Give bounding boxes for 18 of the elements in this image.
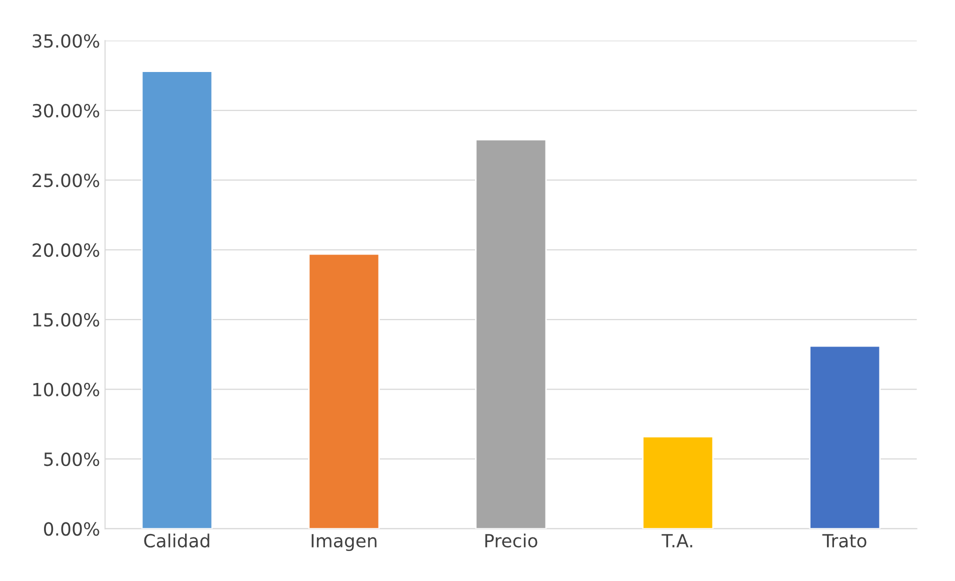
x-tick-label: Precio bbox=[485, 534, 538, 548]
x-tick-label: Imagen bbox=[312, 534, 376, 552]
y-tick-label: 35.00% bbox=[32, 34, 100, 48]
bar bbox=[809, 345, 881, 529]
y-tick-label: 25.00% bbox=[32, 174, 100, 188]
bar bbox=[141, 70, 213, 529]
bar bbox=[475, 138, 547, 529]
y-tick-label: 5.00% bbox=[44, 452, 100, 466]
y-tick-label: 20.00% bbox=[32, 243, 100, 257]
y-tick-label: 10.00% bbox=[33, 382, 100, 396]
y-tick-label: 0.00% bbox=[44, 522, 100, 536]
bar bbox=[642, 436, 714, 529]
y-tick-label: 15.00% bbox=[33, 313, 100, 327]
x-tick-label: T.A. bbox=[662, 534, 692, 548]
x-tick-label: Trato bbox=[822, 534, 866, 548]
x-tick-label: Calidad bbox=[144, 534, 210, 548]
bar bbox=[308, 253, 380, 529]
y-tick-label: 30.00% bbox=[32, 104, 100, 118]
